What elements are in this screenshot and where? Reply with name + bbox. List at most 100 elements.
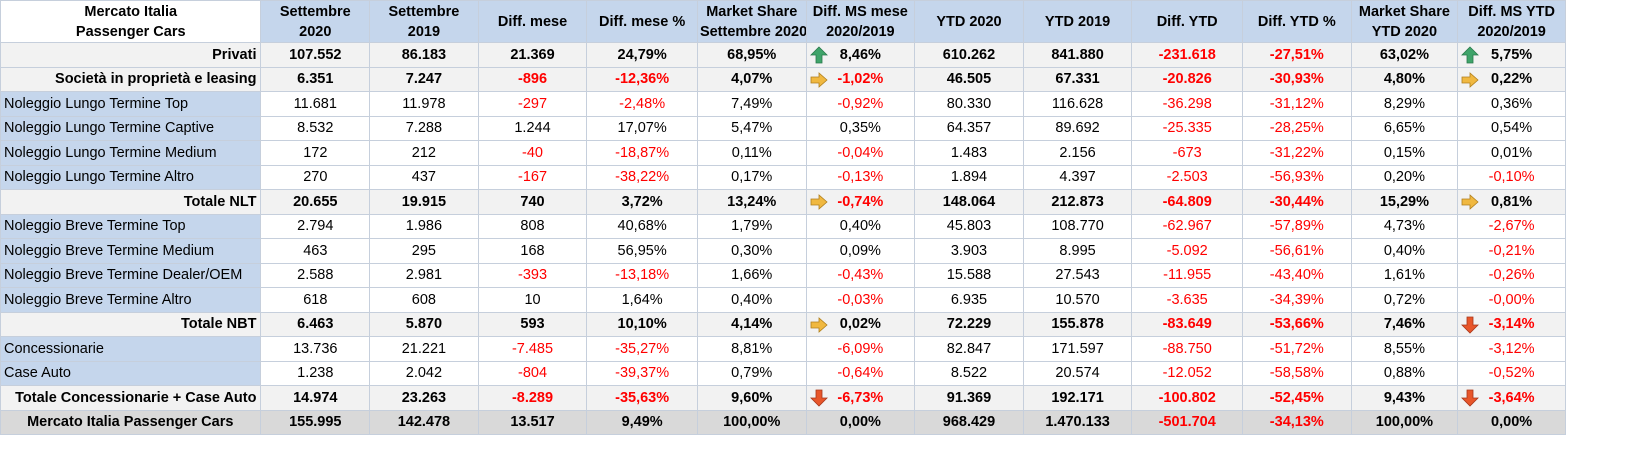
table-cell: 6,65%: [1350, 115, 1459, 141]
table-cell: -30,93%: [1242, 66, 1352, 92]
table-cell: 212: [369, 140, 479, 166]
table-cell: -12,36%: [586, 66, 698, 92]
table-cell: -34,13%: [1242, 409, 1352, 435]
table-cell: -51,72%: [1242, 336, 1352, 362]
table-cell: -0,43%: [805, 262, 916, 288]
table-cell: 5,75%: [1457, 42, 1566, 68]
table-cell: 10,10%: [586, 311, 698, 337]
table-cell: 1.483: [914, 140, 1024, 166]
table-row: Concessionarie 13.736 21.221 -7.485 -35,27% 8…: [0, 336, 1566, 362]
table-row: Noleggio Lungo Termine Top 11.681 11.978 -2…: [0, 91, 1566, 117]
table-cell: 0,01%: [1457, 140, 1566, 166]
cell-value: -3,64%: [1488, 389, 1535, 406]
table-cell: 80.330: [914, 91, 1024, 117]
table-cell: 0,11%: [696, 140, 807, 166]
table-cell: 17,07%: [586, 115, 698, 141]
table-cell: -0,21%: [1457, 238, 1566, 264]
up-arrow-icon: [809, 46, 828, 64]
table-cell: -20.826: [1131, 66, 1243, 92]
table-cell: 100,00%: [696, 409, 807, 435]
table-cell: -2.503: [1131, 164, 1243, 190]
table-cell: 56,95%: [586, 238, 698, 264]
table-cell: 8,81%: [696, 336, 807, 362]
table-cell: 0,81%: [1457, 189, 1566, 215]
down-arrow-icon: [1461, 316, 1480, 334]
table-cell: 5,47%: [696, 115, 807, 141]
table-cell: 1,66%: [696, 262, 807, 288]
table-row: Noleggio Lungo Termine Captive 8.532 7.288…: [0, 115, 1566, 141]
table-cell: 5.870: [369, 311, 479, 337]
down-arrow-icon: [1461, 389, 1480, 407]
row-label: Noleggio Lungo Termine Captive: [0, 115, 262, 141]
table-cell: 14.974: [260, 385, 371, 411]
table-cell: -35,27%: [586, 336, 698, 362]
col-header-settembre-2020: Settembre 2020: [260, 0, 371, 43]
table-cell: 7,49%: [696, 91, 807, 117]
table-cell: 11.978: [369, 91, 479, 117]
table-cell: -0,04%: [805, 140, 916, 166]
table-cell: 2.588: [260, 262, 371, 288]
cell-value: -0,74%: [837, 193, 884, 210]
table-cell: 0,88%: [1350, 360, 1459, 386]
table-cell: 6.351: [260, 66, 371, 92]
table-cell: 610.262: [914, 42, 1024, 68]
table-cell: 2.794: [260, 213, 371, 239]
table-cell: 20.655: [260, 189, 371, 215]
table-cell: -8.289: [477, 385, 588, 411]
table-cell: 4.397: [1022, 164, 1133, 190]
table-cell: -2,48%: [586, 91, 698, 117]
table-cell: 40,68%: [586, 213, 698, 239]
header-row: Mercato Italia Passenger Cars Settembre 2…: [0, 0, 1566, 43]
table-cell: 1.244: [477, 115, 588, 141]
table-cell: 172: [260, 140, 371, 166]
row-label: Noleggio Breve Termine Dealer/OEM: [0, 262, 262, 288]
table-row: Noleggio Lungo Termine Altro 270 437 -167 -3…: [0, 164, 1566, 190]
table-cell: 13.517: [477, 409, 588, 435]
table-cell: 24,79%: [586, 42, 698, 68]
table-cell: -62.967: [1131, 213, 1243, 239]
table-row: Mercato Italia Passenger Cars 155.995 142.…: [0, 409, 1566, 435]
table-cell: -3,14%: [1457, 311, 1566, 337]
table-cell: 8.532: [260, 115, 371, 141]
col-header-ytd-2019: YTD 2019: [1022, 0, 1133, 43]
cell-value: -1,02%: [837, 71, 884, 88]
table-cell: 67.331: [1022, 66, 1133, 92]
table-cell: -0,92%: [805, 91, 916, 117]
table-row: Totale NLT 20.655 19.915 740 3,72% 13,24% -0,7…: [0, 189, 1566, 215]
table-cell: -167: [477, 164, 588, 190]
table-cell: -31,22%: [1242, 140, 1352, 166]
table-cell: 3,72%: [586, 189, 698, 215]
table-cell: 1.470.133: [1022, 409, 1133, 435]
table-cell: 4,73%: [1350, 213, 1459, 239]
table-cell: -43,40%: [1242, 262, 1352, 288]
table-cell: 2.156: [1022, 140, 1133, 166]
table-cell: 13.736: [260, 336, 371, 362]
table-cell: 8,46%: [805, 42, 916, 68]
table-cell: 1,61%: [1350, 262, 1459, 288]
table-cell: 7.288: [369, 115, 479, 141]
table-cell: 192.171: [1022, 385, 1133, 411]
table-cell: -6,73%: [805, 385, 916, 411]
col-header-diff-mese: Diff. mese: [477, 0, 588, 43]
row-label: Concessionarie: [0, 336, 262, 362]
table-cell: 19.915: [369, 189, 479, 215]
table-cell: 4,80%: [1350, 66, 1459, 92]
table-cell: -34,39%: [1242, 287, 1352, 313]
table-cell: -3,64%: [1457, 385, 1566, 411]
cell-value: 8,46%: [839, 46, 881, 63]
table-cell: 295: [369, 238, 479, 264]
table-cell: -393: [477, 262, 588, 288]
down-arrow-icon: [809, 389, 828, 407]
table-cell: 0,15%: [1350, 140, 1459, 166]
col-header-market-share-ytd: Market Share YTD 2020: [1350, 0, 1459, 43]
table-cell: 13,24%: [696, 189, 807, 215]
table-cell: 1.894: [914, 164, 1024, 190]
table-cell: -0,13%: [805, 164, 916, 190]
right-arrow-icon: [1461, 71, 1479, 89]
table-cell: -896: [477, 66, 588, 92]
table-cell: -13,18%: [586, 262, 698, 288]
table-cell: 171.597: [1022, 336, 1133, 362]
col-header-diff-ytd: Diff. YTD: [1131, 0, 1243, 43]
table-cell: 64.357: [914, 115, 1024, 141]
table-cell: 0,20%: [1350, 164, 1459, 190]
